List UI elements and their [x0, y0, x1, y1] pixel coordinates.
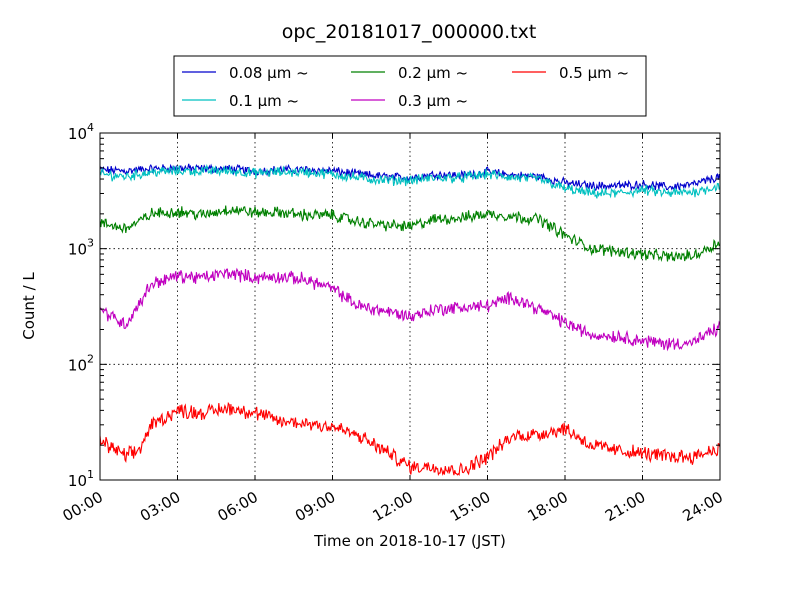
- x-tick-label: 18:00: [525, 488, 571, 525]
- x-tick-label: 12:00: [370, 488, 416, 525]
- series-line: [99, 205, 721, 263]
- legend-box: [173, 55, 647, 117]
- y-tick-label: 101: [68, 468, 94, 490]
- y-axis-label: Count / L: [20, 272, 38, 340]
- y-tick-label: 104: [68, 121, 94, 143]
- grid: [100, 133, 720, 480]
- x-tick-label: 15:00: [447, 488, 493, 525]
- series-line: [99, 401, 721, 477]
- x-tick-label: 06:00: [215, 488, 261, 525]
- x-tick-label: 03:00: [137, 488, 183, 525]
- x-tick-label: 09:00: [292, 488, 338, 525]
- legend-label: 0.08 μm ~: [229, 64, 309, 82]
- y-tick-label: 102: [68, 352, 94, 374]
- x-tick-label: 00:00: [60, 488, 106, 525]
- legend-label: 0.2 μm ~: [398, 64, 468, 82]
- legend-label: 0.1 μm ~: [229, 92, 299, 110]
- chart-title: opc_20181017_000000.txt: [282, 21, 537, 43]
- x-axis-label: Time on 2018-10-17 (JST): [313, 532, 506, 550]
- x-tick-label: 21:00: [602, 488, 648, 525]
- series-line: [99, 267, 721, 352]
- y-tick-label: 103: [68, 237, 94, 259]
- series-line: [99, 163, 721, 199]
- x-axis: 00:00 03:00 06:00 09:00 12:00 15:00 18:00 21:00…: [60, 133, 726, 525]
- x-tick-label: 24:00: [680, 488, 726, 525]
- y-axis: 101 102 103 104: [68, 121, 720, 490]
- legend-label: 0.3 μm ~: [398, 92, 468, 110]
- legend-label: 0.5 μm ~: [559, 64, 629, 82]
- legend: 0.08 μm ~ 0.1 μm ~ 0.2 μm ~ 0.3 μm ~ 0.5 μm …: [173, 55, 647, 117]
- series-lines: [99, 163, 721, 477]
